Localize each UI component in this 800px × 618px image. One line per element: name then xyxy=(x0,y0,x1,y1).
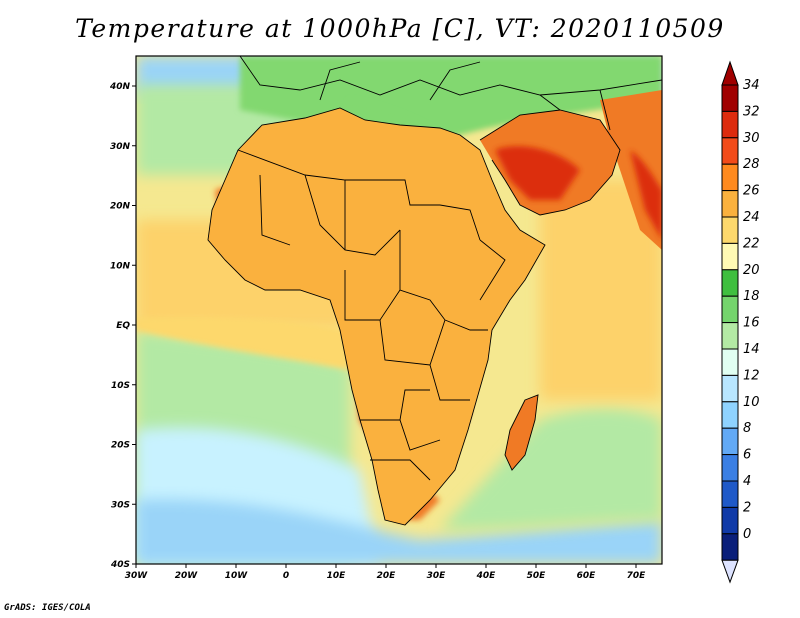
country-borders xyxy=(207,56,662,526)
colorbar-label: 14 xyxy=(743,342,760,357)
colorbar-label: 24 xyxy=(743,210,760,225)
colorbar-label: 8 xyxy=(743,421,751,436)
southern-ocean-cold xyxy=(136,499,662,564)
colorbar-label: 32 xyxy=(743,104,760,119)
colorbar-label: 4 xyxy=(743,474,751,489)
colorbar-swatch xyxy=(721,216,739,244)
colorbar-swatch xyxy=(721,348,739,376)
south-indian-green xyxy=(440,408,662,530)
colorbar-swatch xyxy=(721,295,739,324)
lon-tick-label: 50E xyxy=(527,571,547,581)
lon-tick-label: 40E xyxy=(476,571,497,581)
lat-tick-label: 40N xyxy=(109,82,131,92)
lat-tick-label: EQ xyxy=(116,321,130,331)
colorbar-label: 0 xyxy=(743,527,751,542)
latitude-ticks: 40N 30N 20N 10N EQ 10S 20S 30S 40S xyxy=(109,82,136,570)
colorbar-swatch xyxy=(721,374,739,403)
lon-tick-label: 10W xyxy=(225,571,249,581)
gulf-guinea-warm xyxy=(136,317,350,370)
colorbar-swatch xyxy=(721,137,739,165)
colorbar-swatch xyxy=(721,190,739,218)
colorbar-label: 26 xyxy=(743,184,760,199)
colorbar-swatch xyxy=(721,84,739,112)
colorbar-label: 6 xyxy=(743,448,751,463)
colorbar-swatch xyxy=(721,322,739,350)
madagascar xyxy=(505,395,538,470)
lat-tick-label: 30N xyxy=(110,142,131,152)
lon-tick-label: 0 xyxy=(283,571,289,581)
colorbar-swatch xyxy=(721,454,739,482)
lat-tick-label: 40S xyxy=(110,560,130,570)
india-hottest xyxy=(630,150,662,240)
lon-tick-label: 10E xyxy=(327,571,347,581)
lat-tick-label: 10S xyxy=(111,381,130,391)
colorbar-label: 10 xyxy=(743,395,760,410)
colorbar-label: 12 xyxy=(743,368,760,383)
arabia-hottest xyxy=(495,146,580,200)
map-title: Temperature at 1000hPa [C], VT: 20201105… xyxy=(75,14,725,43)
colorbar-top-triangle xyxy=(721,60,739,86)
colorbar-swatch xyxy=(721,163,739,192)
colorbar-label: 22 xyxy=(743,236,760,251)
colorbar-label: 34 xyxy=(743,78,760,93)
colorbar-label: 18 xyxy=(743,289,760,304)
lon-tick-label: 70E xyxy=(627,571,647,581)
lat-tick-label: 10N xyxy=(110,261,131,271)
colorbar-swatch xyxy=(721,480,739,508)
colorbar-swatch xyxy=(721,110,739,139)
colorbar-label: 16 xyxy=(743,316,760,331)
credit-text: GrADS: IGES/COLA xyxy=(4,603,91,613)
lat-tick-label: 30S xyxy=(111,500,130,510)
lon-tick-label: 30E xyxy=(427,571,447,581)
colorbar-swatch xyxy=(721,533,739,561)
lon-tick-label: 60E xyxy=(577,571,597,581)
lat-tick-label: 20N xyxy=(110,202,131,212)
lon-tick-label: 20E xyxy=(377,571,397,581)
lat-tick-label: 20S xyxy=(111,441,130,451)
colorbar-label: 2 xyxy=(743,500,751,515)
colorbar-label: 28 xyxy=(743,157,760,172)
colorbar-label: 30 xyxy=(743,131,760,146)
colorbar-swatch xyxy=(721,269,739,297)
longitude-ticks: 30W 20W 10W 0 10E 20E 30E 40E 50E 60E 70E xyxy=(125,564,646,581)
temperature-field xyxy=(136,56,662,564)
colorbar-swatch xyxy=(721,427,739,456)
lon-tick-label: 20W xyxy=(175,571,199,581)
colorbar-label: 20 xyxy=(743,263,760,278)
map-frame xyxy=(135,55,663,565)
colorbar-bottom-triangle xyxy=(721,559,739,584)
lon-tick-label: 30W xyxy=(125,571,149,581)
colorbar-swatch xyxy=(721,506,739,535)
colorbar-swatch xyxy=(721,401,739,429)
colorbar-swatch xyxy=(721,242,739,271)
